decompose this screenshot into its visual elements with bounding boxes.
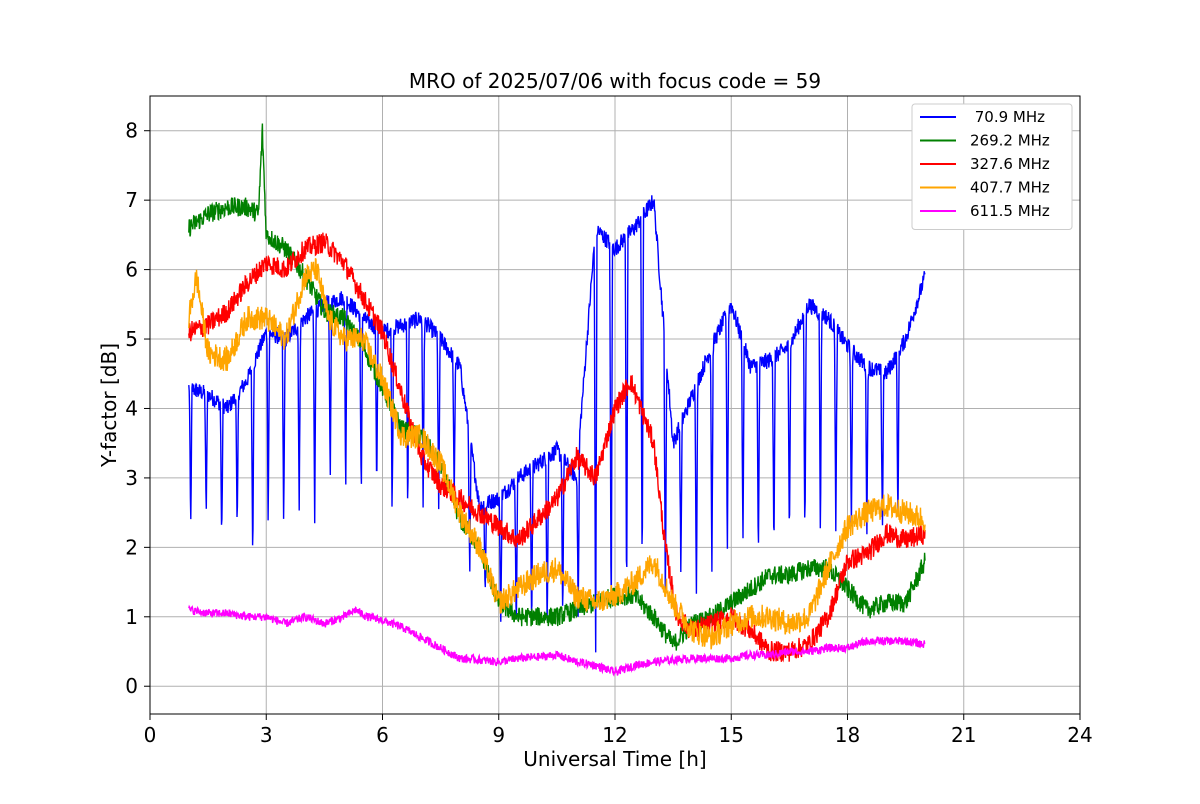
y-axis-label: Y-factor [dB]	[97, 343, 121, 468]
y-tick-label: 7	[125, 188, 138, 212]
x-tick-label: 21	[951, 723, 976, 747]
series-line	[188, 258, 926, 650]
legend-box	[911, 103, 1073, 230]
series-line	[188, 195, 926, 653]
legend-label: 70.9 MHz	[970, 108, 1045, 126]
y-tick-label: 0	[125, 674, 138, 698]
series-line	[188, 604, 926, 677]
x-tick-label: 3	[260, 723, 273, 747]
y-tick-label: 2	[125, 535, 138, 559]
x-tick-label: 15	[719, 723, 744, 747]
series-4	[188, 604, 926, 677]
y-tick-label: 6	[125, 258, 138, 282]
x-tick-label: 9	[492, 723, 505, 747]
legend-label: 407.7 MHz	[970, 179, 1050, 197]
y-tick-label: 5	[125, 327, 138, 351]
y-tick-label: 1	[125, 605, 138, 629]
legend: 70.9 MHz 269.2 MHz 327.6 MHz 407.7 MHz 611.5…	[911, 103, 1073, 230]
x-tick-label: 6	[376, 723, 389, 747]
series-0	[188, 195, 926, 653]
legend-label: 611.5 MHz	[970, 202, 1050, 220]
x-axis-label: Universal Time [h]	[523, 747, 706, 771]
legend-label: 269.2 MHz	[970, 132, 1050, 150]
series-3	[188, 258, 926, 650]
y-tick-label: 4	[125, 396, 138, 420]
legend-label: 327.6 MHz	[970, 155, 1050, 173]
x-tick-label: 0	[144, 723, 157, 747]
chart-title: MRO of 2025/07/06 with focus code = 59	[409, 69, 821, 93]
x-tick-label: 12	[602, 723, 627, 747]
series-layer	[188, 123, 926, 677]
x-tick-label: 18	[835, 723, 860, 747]
y-tick-label: 8	[125, 119, 138, 143]
x-tick-label: 24	[1067, 723, 1092, 747]
y-tick-label: 3	[125, 466, 138, 490]
